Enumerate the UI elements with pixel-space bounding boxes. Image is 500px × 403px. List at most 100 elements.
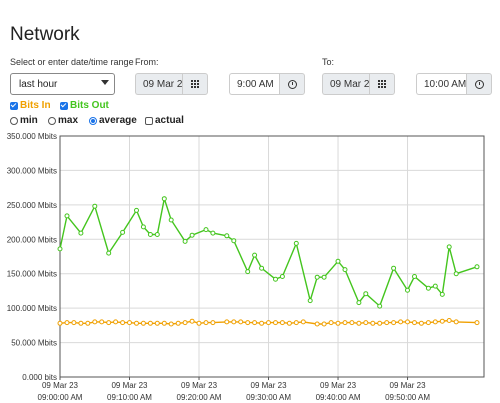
data-point — [391, 320, 397, 326]
from-date-input[interactable]: 09 Mar 2023 — [135, 73, 182, 95]
data-point — [286, 320, 292, 326]
toggle-bits-in[interactable]: Bits In — [10, 100, 51, 111]
data-point — [439, 291, 445, 297]
data-point — [168, 217, 174, 223]
average-radio[interactable] — [89, 116, 97, 125]
data-point — [120, 229, 126, 235]
data-point — [231, 238, 237, 244]
data-point — [140, 224, 146, 230]
option-max[interactable]: max — [48, 115, 78, 126]
data-point — [92, 319, 98, 325]
y-tick-label: 250.000 Mbits — [7, 201, 57, 210]
range-select[interactable]: last hour — [10, 73, 115, 95]
data-point — [161, 320, 167, 326]
data-point — [418, 320, 424, 326]
calendar-icon — [378, 80, 386, 88]
data-point — [134, 207, 139, 213]
option-min[interactable]: min — [10, 115, 38, 126]
actual-label: actual — [155, 115, 184, 126]
data-point — [314, 321, 320, 327]
data-point — [78, 230, 84, 236]
x-tick-date-label: 09 Mar 23 — [390, 381, 427, 390]
to-time-group: 10:00 AM — [416, 73, 492, 95]
bits-in-checkbox[interactable] — [10, 101, 18, 110]
clock-icon — [287, 79, 297, 89]
data-point — [113, 319, 119, 325]
toggle-bits-out[interactable]: Bits Out — [60, 100, 109, 111]
data-point — [432, 319, 438, 325]
from-time-input[interactable]: 9:00 AM — [229, 73, 279, 95]
data-point — [432, 283, 438, 289]
y-tick-label: 100.000 Mbits — [7, 304, 57, 313]
y-tick-label: 300.000 Mbits — [7, 166, 57, 175]
data-point — [147, 232, 153, 237]
data-point — [259, 320, 265, 326]
option-average[interactable]: average — [89, 115, 137, 126]
from-date-picker-button[interactable] — [182, 73, 208, 95]
data-point — [293, 320, 299, 326]
option-actual[interactable]: actual — [145, 115, 184, 126]
data-point — [127, 320, 132, 326]
to-time-picker-button[interactable] — [466, 73, 492, 95]
to-date-group: 09 Mar 2023 — [322, 73, 395, 95]
max-radio[interactable] — [48, 116, 56, 125]
data-point — [321, 274, 327, 280]
max-label: max — [58, 115, 79, 126]
x-tick-time-label: 09:20:00 AM — [177, 393, 222, 402]
data-point — [64, 213, 70, 219]
data-point — [279, 320, 285, 326]
data-point — [412, 274, 417, 279]
bits-out-checkbox[interactable] — [60, 101, 68, 110]
data-point — [154, 232, 160, 237]
data-point — [259, 265, 265, 271]
data-point — [335, 320, 341, 326]
x-tick-date-label: 09 Mar 23 — [181, 381, 218, 390]
bits-in-label: Bits In — [20, 100, 51, 111]
data-point — [85, 320, 91, 326]
data-point — [196, 320, 202, 326]
data-point — [154, 320, 160, 326]
data-point — [439, 318, 445, 324]
data-point — [92, 203, 98, 209]
x-tick-time-label: 09:40:00 AM — [316, 393, 361, 402]
min-radio[interactable] — [10, 116, 18, 125]
data-point — [405, 319, 410, 325]
data-point — [64, 320, 70, 326]
page-title: Network — [10, 24, 80, 45]
data-point — [210, 320, 216, 326]
to-date-input[interactable]: 09 Mar 2023 — [322, 73, 369, 95]
data-point — [99, 319, 105, 325]
data-point — [224, 233, 230, 239]
actual-checkbox[interactable] — [145, 116, 153, 125]
data-point — [356, 300, 362, 306]
data-point — [238, 319, 244, 325]
to-label: To: — [322, 57, 335, 67]
data-point — [405, 287, 410, 293]
min-label: min — [20, 115, 38, 126]
x-tick-date-label: 09 Mar 23 — [251, 381, 288, 390]
to-time-input[interactable]: 10:00 AM — [416, 73, 466, 95]
data-point — [273, 276, 278, 282]
x-tick-date-label: 09 Mar 23 — [42, 381, 79, 390]
data-point — [279, 274, 285, 279]
range-select-value: last hour — [19, 78, 58, 90]
data-point — [314, 274, 320, 280]
x-tick-date-label: 09 Mar 23 — [111, 381, 148, 390]
x-tick-time-label: 09:30:00 AM — [246, 393, 291, 402]
y-tick-label: 50.000 Mbits — [11, 339, 57, 348]
data-point — [273, 320, 278, 326]
x-tick-time-label: 09:50:00 AM — [385, 393, 430, 402]
to-date-picker-button[interactable] — [369, 73, 395, 95]
data-point — [377, 320, 383, 326]
from-time-picker-button[interactable] — [279, 73, 305, 95]
y-tick-label: 200.000 Mbits — [7, 235, 57, 244]
plot-frame — [59, 135, 485, 378]
range-label: Select or enter date/time range — [10, 57, 134, 67]
y-tick-label: 150.000 Mbits — [7, 270, 57, 279]
data-point — [224, 319, 230, 325]
data-point — [384, 320, 390, 326]
data-point — [349, 320, 355, 326]
data-point — [363, 291, 369, 297]
data-point — [175, 320, 181, 326]
